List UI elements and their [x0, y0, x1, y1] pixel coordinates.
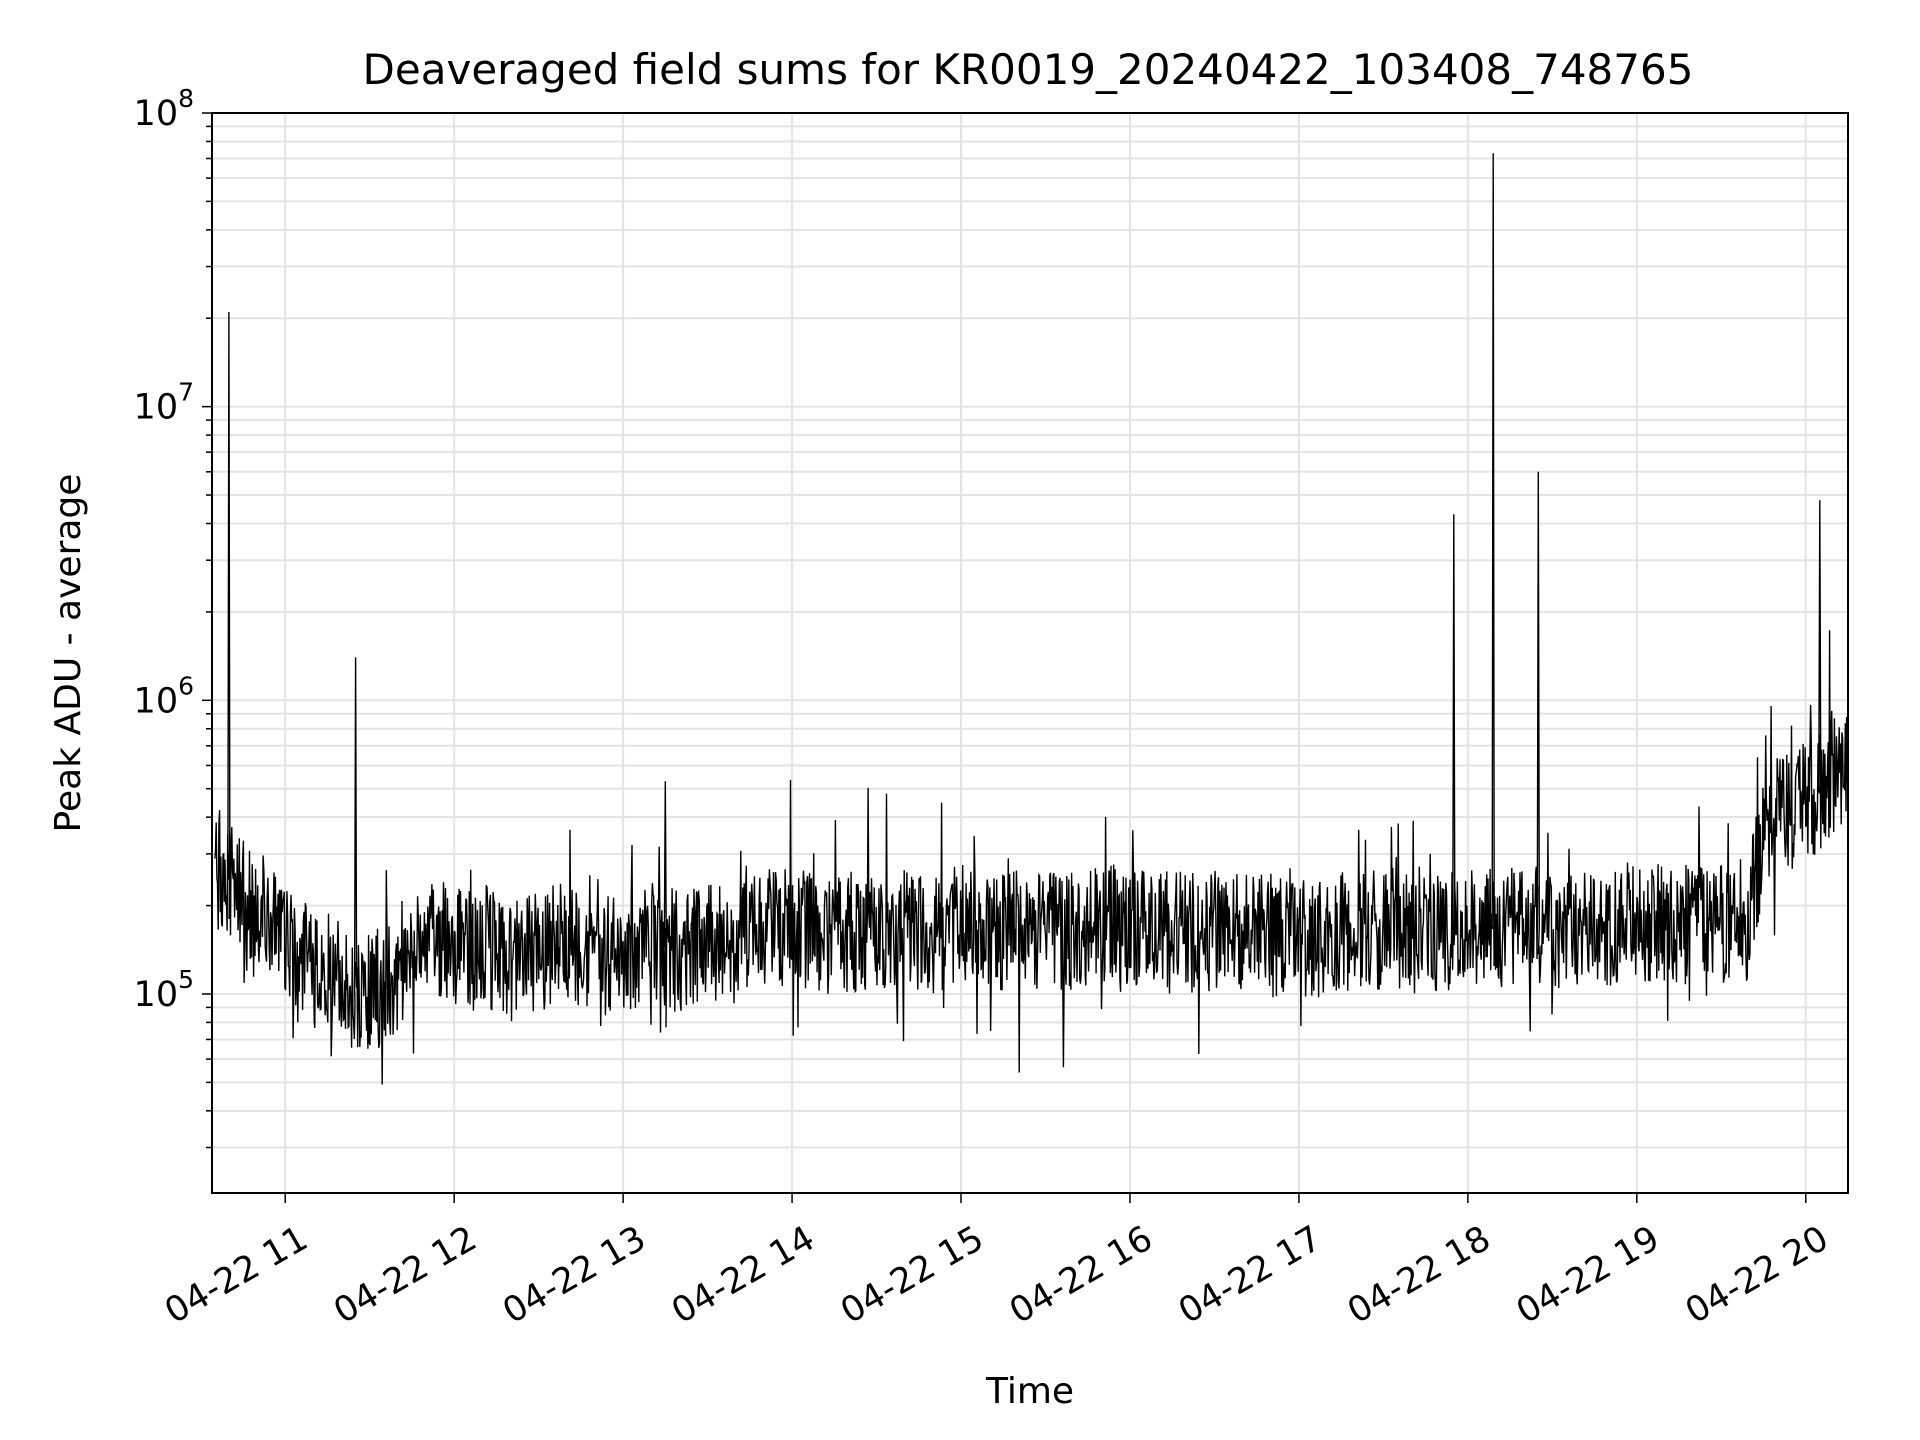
y-tick-label: 106 — [134, 671, 194, 721]
x-axis-label: Time — [985, 1371, 1074, 1412]
y-axis: 105 106 107 108 — [134, 84, 212, 1149]
plot-frame — [211, 112, 1849, 1194]
y-tick-label: 108 — [134, 84, 194, 134]
y-tick-label: 105 — [134, 965, 194, 1015]
grid — [212, 113, 1848, 1193]
series-line — [215, 153, 1848, 1084]
chart-title: Deaveraged field sums for KR0019_2024042… — [363, 45, 1694, 94]
y-axis-label: Peak ADU - average — [48, 474, 89, 833]
series-group — [215, 153, 1848, 1084]
y-tick-label: 107 — [134, 378, 194, 428]
